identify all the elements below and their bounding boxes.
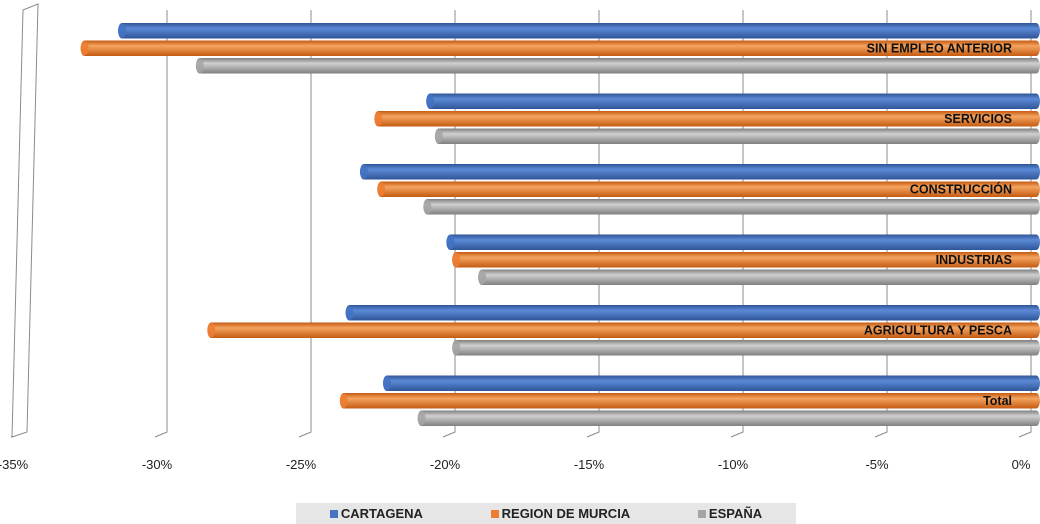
bar-espana-agricultura-y-pesca [452,340,1040,356]
bar-cap [359,164,368,179]
category-label-servicios: SERVICIOS [944,112,1012,126]
bar-region-de-murcia-industrias [452,252,1040,268]
bar-region-de-murcia-construccion [377,181,1040,197]
legend-label-region-de-murcia: REGION DE MURCIA [501,506,631,521]
bar-cap [345,305,354,320]
category-label-construccion: CONSTRUCCIÓN [910,181,1012,196]
gridline [298,10,312,438]
x-tick-label: -35% [0,457,29,472]
category-label-industrias: INDUSTRIAS [936,253,1012,267]
gridline [586,10,600,438]
bar-cap [339,393,348,408]
bar-cap [434,129,443,144]
bar-cap [426,94,435,109]
bar-espana-sin-empleo-anterior [195,58,1040,74]
bar-cartagena-servicios [426,93,1040,109]
bar-espana-industrias [478,269,1040,285]
x-axis-ticks: -35% -30% -25% -20% -15% -10% -5% 0% [0,457,1031,472]
category-label-sin-empleo-anterior: SIN EMPLEO ANTERIOR [867,41,1012,55]
bar-cap [478,270,487,285]
bar-espana-servicios [434,128,1040,144]
x-tick-label: -10% [718,457,749,472]
gridline [730,10,744,438]
bar-region-de-murcia-agricultura-y-pesca [207,322,1040,338]
legend-swatch-espana [697,509,706,518]
bar-cap [383,376,391,391]
legend-swatch-region-de-murcia [490,509,499,518]
bar-chart: Total AGRICULTURA Y PESCA INDUSTRIAS CONSTR… [0,3,1040,472]
bar-espana-construccion [423,199,1040,215]
bar-cap [195,58,204,73]
bar-cap [80,41,89,56]
bar-espana-total [417,410,1040,426]
category-label-total: Total [983,394,1012,408]
legend-item-region-de-murcia: REGION DE MURCIA [490,506,631,521]
bar-cap [452,340,461,355]
bar-cartagena-sin-empleo-anterior [118,23,1040,39]
legend-item-espana: ESPAÑA [697,506,763,521]
bar-cap [446,235,455,250]
x-tick-label: 0% [1012,457,1031,472]
bar-cartagena-total [383,375,1040,391]
bar-cartagena-agricultura-y-pesca [345,305,1040,321]
x-tick-label: -25% [286,457,317,472]
bar-cap [452,252,461,267]
bar-cartagena-construccion [359,164,1040,180]
bar-region-de-murcia-servicios [374,111,1040,127]
x-tick-label: -5% [865,457,889,472]
legend-swatch-cartagena [329,509,338,518]
x-tick-label: -30% [142,457,173,472]
legend: CARTAGENA REGION DE MURCIA ESPAÑA [296,503,796,524]
gridline [442,10,456,438]
bars [80,23,1040,426]
legend-label-cartagena: CARTAGENA [340,506,423,521]
category-labels: Total AGRICULTURA Y PESCA INDUSTRIAS CONSTR… [864,41,1012,408]
legend-label-espana: ESPAÑA [708,506,763,521]
gridline [154,10,168,438]
bar-cap [423,199,432,214]
bar-cap [377,182,386,197]
bar-cartagena-industrias [446,234,1040,250]
gridlines [10,3,1032,438]
bar-cap [207,323,216,338]
bar-cap [118,23,127,38]
bar-region-de-murcia-sin-empleo-anterior [80,40,1040,56]
gridline [1018,10,1032,438]
x-tick-label: -20% [430,457,461,472]
bar-region-de-murcia-total [339,393,1040,409]
legend-item-cartagena: CARTAGENA [329,506,423,521]
x-tick-label: -15% [574,457,605,472]
bar-cap [374,111,383,126]
gridline [874,10,888,438]
category-label-agricultura-y-pesca: AGRICULTURA Y PESCA [864,323,1012,337]
side-wall [11,3,39,438]
bar-cap [417,411,426,426]
